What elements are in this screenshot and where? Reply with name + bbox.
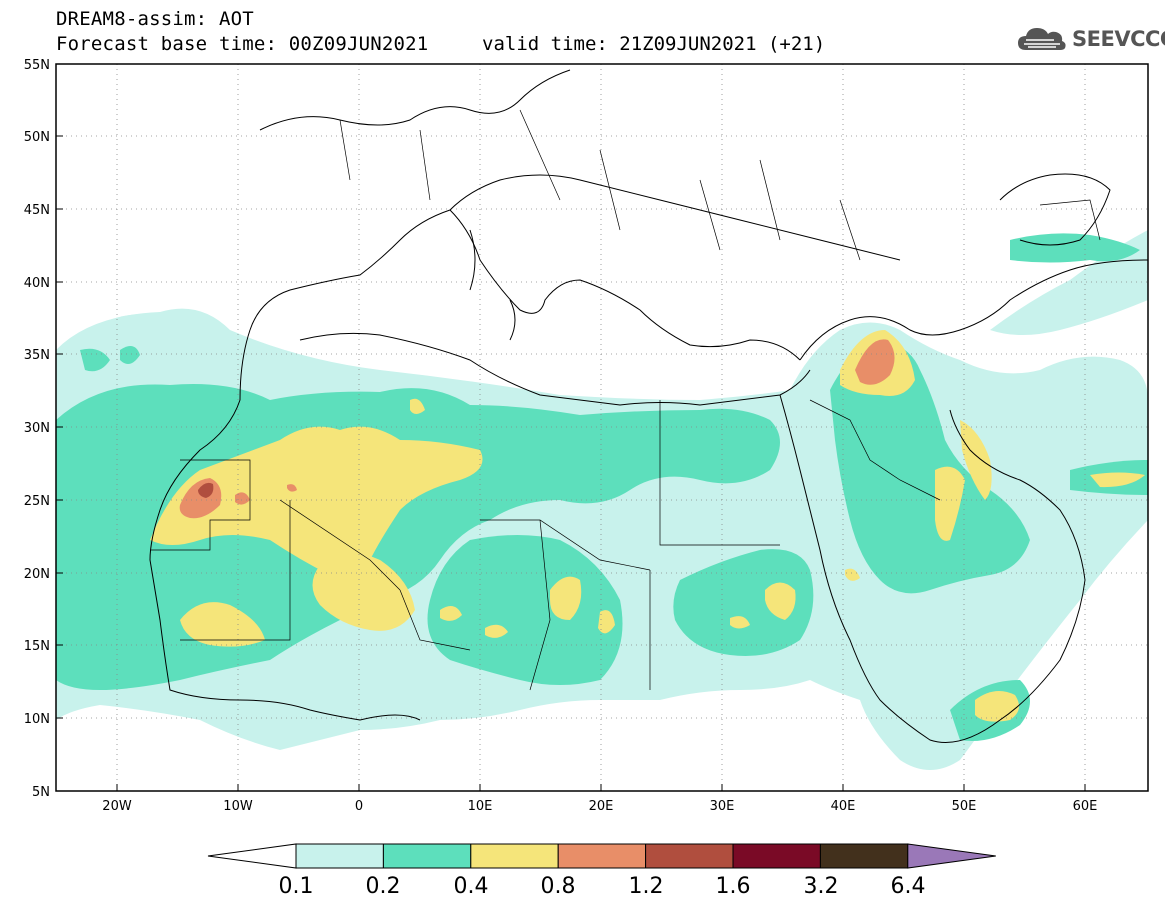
colorbar-box — [645, 843, 734, 869]
y-tick-label: 50N — [24, 130, 50, 145]
colorbar-under-arrow — [207, 843, 297, 869]
x-tick-labels: 20W 10W 0 10E 20E 30E 40E 50E 60E — [102, 799, 1097, 814]
forecast-base-time: Forecast base time: 00Z09JUN2021 — [56, 33, 429, 55]
colorbar-label: 1.2 — [629, 874, 664, 899]
colorbar-box — [382, 843, 472, 869]
x-tick-label: 10E — [468, 799, 493, 814]
cloud-icon — [1018, 28, 1066, 50]
colorbar-label: 6.4 — [891, 874, 926, 899]
colorbar-label: 0.8 — [541, 874, 576, 899]
x-tick-label: 50E — [952, 799, 977, 814]
x-tick-label: 60E — [1073, 799, 1098, 814]
colorbar-label: 0.2 — [366, 874, 401, 899]
y-tick-label: 40N — [24, 276, 50, 291]
colorbar-label: 0.4 — [454, 874, 489, 899]
tick-marks — [56, 63, 1086, 792]
seevccc-logo: SEEVCCC — [1016, 22, 1165, 56]
y-tick-label: 5N — [32, 785, 50, 800]
colorbar-label: 3.2 — [804, 874, 839, 899]
colorbar-over-arrow — [907, 843, 996, 869]
x-tick-label: 0 — [355, 799, 363, 814]
y-tick-label: 35N — [24, 348, 50, 363]
x-tick-label: 10W — [223, 799, 253, 814]
colorbar-label: 0.1 — [279, 874, 314, 899]
colorbar-labels: 0.1 0.2 0.4 0.8 1.2 1.6 3.2 6.4 — [279, 874, 926, 899]
graticule — [56, 64, 1148, 791]
colorbar-box — [295, 843, 384, 869]
x-tick-label: 40E — [831, 799, 856, 814]
coastlines — [149, 69, 1148, 743]
country-borders — [150, 109, 1101, 691]
y-tick-label: 10N — [24, 712, 50, 727]
x-tick-label: 20E — [589, 799, 614, 814]
y-tick-label: 25N — [24, 494, 50, 509]
valid-time: valid time: 21Z09JUN2021 (+21) — [482, 33, 826, 55]
aot-level-0.4 — [150, 330, 1145, 722]
colorbar-box — [470, 843, 559, 869]
y-tick-label: 30N — [24, 421, 50, 436]
y-tick-label: 45N — [24, 203, 50, 218]
aot-level-1.2 — [198, 482, 214, 498]
map-title: DREAM8-assim: AOT — [56, 8, 254, 30]
y-tick-label: 55N — [24, 58, 50, 73]
colorbar-label: 1.6 — [716, 874, 751, 899]
x-tick-label: 30E — [710, 799, 735, 814]
colorbar-boxes — [207, 843, 996, 869]
aot-fields — [56, 230, 1148, 770]
colorbar-box — [819, 843, 909, 869]
colorbar-box — [557, 843, 647, 869]
y-tick-label: 20N — [24, 567, 50, 582]
y-tick-label: 15N — [24, 639, 50, 654]
logo-text: SEEVCCC — [1072, 27, 1165, 51]
colorbar-box — [732, 843, 821, 869]
y-tick-labels: 55N 50N 45N 40N 35N 30N 25N 20N 15N 10N … — [24, 58, 50, 800]
x-tick-label: 20W — [102, 799, 132, 814]
